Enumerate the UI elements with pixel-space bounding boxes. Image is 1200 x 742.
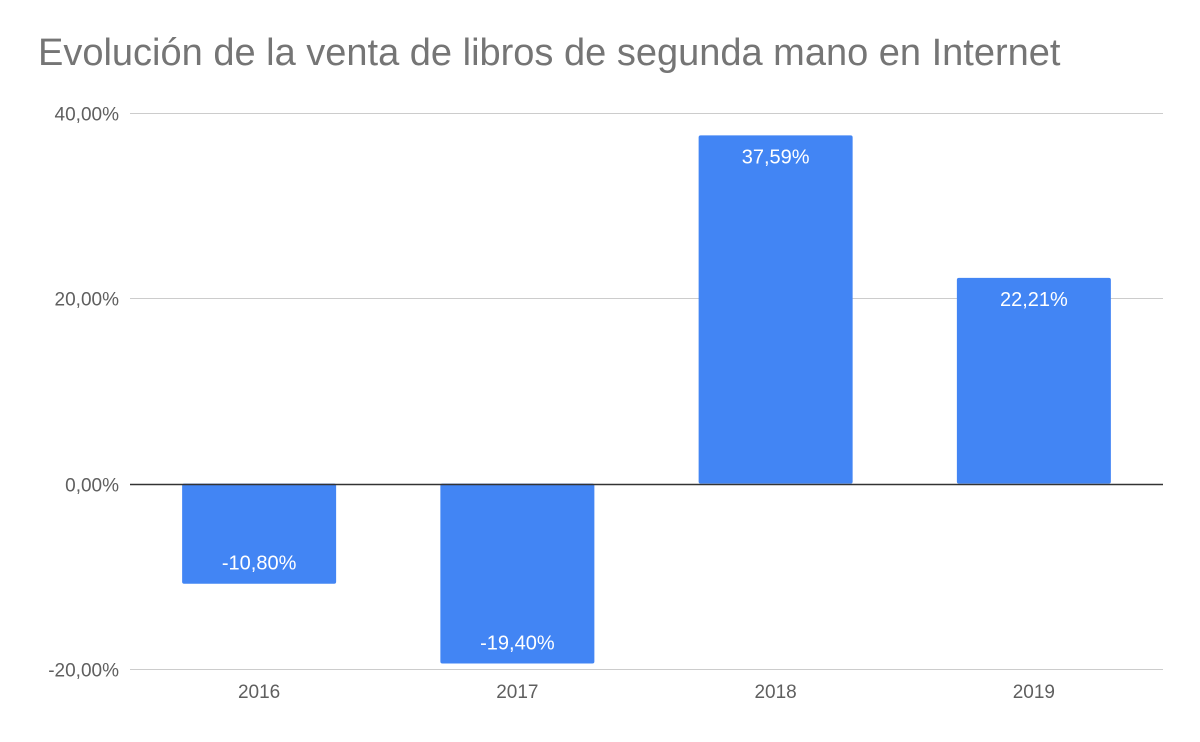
bar bbox=[698, 135, 853, 484]
x-tick-label: 2017 bbox=[496, 682, 538, 703]
bar bbox=[956, 277, 1111, 484]
bar bbox=[440, 483, 595, 664]
y-tick-label: 40,00% bbox=[55, 105, 120, 126]
x-tick-label: 2019 bbox=[1013, 682, 1055, 703]
data-label: 37,59% bbox=[742, 146, 810, 168]
x-tick-label: 2018 bbox=[754, 682, 796, 703]
y-tick-label: 20,00% bbox=[55, 290, 120, 311]
chart-title: Evolución de la venta de libros de segun… bbox=[38, 32, 1061, 74]
y-tick-label: -20,00% bbox=[48, 661, 119, 682]
data-label: -19,40% bbox=[480, 632, 555, 654]
x-tick-label: 2016 bbox=[238, 682, 280, 703]
y-tick-label: 0,00% bbox=[65, 476, 119, 497]
data-label: 22,21% bbox=[1000, 289, 1068, 311]
data-label: -10,80% bbox=[222, 553, 297, 575]
bar bbox=[182, 483, 337, 584]
